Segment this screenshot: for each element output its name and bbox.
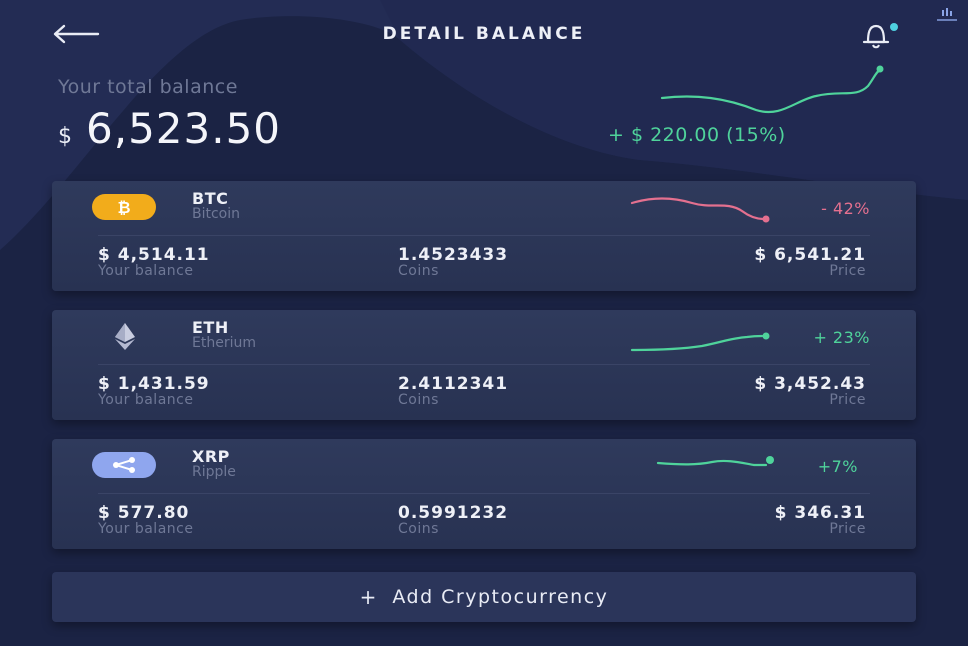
coin-change: + 23%: [813, 328, 870, 347]
coin-amount: 2.4112341: [398, 374, 509, 394]
header: DETAIL BALANCE: [0, 0, 968, 70]
coin-amount-label: Coins: [398, 263, 439, 279]
coin-symbol: XRP: [192, 447, 230, 466]
coin-name: Etherium: [192, 335, 256, 351]
currency-symbol: $: [58, 124, 72, 149]
coin-name: Bitcoin: [192, 206, 241, 222]
svg-text:₿: ₿: [117, 198, 130, 217]
ethereum-icon: [115, 323, 135, 350]
card-divider: [98, 235, 870, 236]
total-balance-sparkline: [660, 65, 884, 114]
total-balance-label: Your total balance: [58, 76, 238, 98]
coin-change: +7%: [817, 457, 858, 476]
coin-price-label: Price: [829, 521, 866, 537]
coin-symbol: BTC: [192, 189, 229, 208]
coin-symbol: ETH: [192, 318, 229, 337]
coin-balance: $ 1,431.59: [98, 374, 210, 394]
card-divider: [98, 364, 870, 365]
coin-price: $ 6,541.21: [754, 245, 866, 265]
add-cryptocurrency-button[interactable]: + Add Cryptocurrency: [52, 572, 916, 622]
coin-name: Ripple: [192, 464, 236, 480]
coin-amount-label: Coins: [398, 521, 439, 537]
coin-balance-label: Your balance: [98, 392, 194, 408]
plus-icon: +: [359, 585, 377, 609]
bell-icon: [862, 23, 898, 49]
coin-balance: $ 577.80: [98, 503, 190, 523]
notifications-button[interactable]: [858, 20, 906, 50]
card-divider: [98, 493, 870, 494]
coin-price: $ 3,452.43: [754, 374, 866, 394]
page-title: DETAIL BALANCE: [382, 24, 586, 44]
back-button[interactable]: [50, 18, 110, 50]
ripple-icon: [92, 452, 156, 478]
eth-sparkline: [630, 332, 770, 352]
coin-card-btc[interactable]: ₿ BTC Bitcoin - 42% $ 4,514.11 Your bala…: [52, 181, 916, 291]
coin-card-xrp[interactable]: XRP Ripple +7% $ 577.80 Your balance 0.5…: [52, 439, 916, 549]
coin-balance-label: Your balance: [98, 263, 194, 279]
total-balance-change: + $ 220.00 (15%): [608, 124, 786, 146]
total-balance-amount: 6,523.50: [86, 104, 282, 153]
coin-price-label: Price: [829, 263, 866, 279]
xrp-sparkline: [656, 459, 768, 467]
coin-change: - 42%: [821, 199, 870, 218]
coin-price: $ 346.31: [774, 503, 866, 523]
btc-sparkline: [630, 197, 770, 223]
coin-amount: 1.4523433: [398, 245, 509, 265]
bitcoin-icon: ₿: [92, 194, 156, 220]
coin-card-eth[interactable]: ETH Etherium + 23% $ 1,431.59 Your balan…: [52, 310, 916, 420]
coin-amount-label: Coins: [398, 392, 439, 408]
xrp-spark-dot: [766, 456, 774, 464]
arrow-left-icon: [53, 24, 100, 44]
add-cryptocurrency-label: Add Cryptocurrency: [392, 586, 609, 608]
coin-balance-label: Your balance: [98, 521, 194, 537]
coin-amount: 0.5991232: [398, 503, 509, 523]
coin-balance: $ 4,514.11: [98, 245, 210, 265]
corner-logo-icon: [937, 8, 957, 21]
coin-price-label: Price: [829, 392, 866, 408]
total-balance: $ 6,523.50: [58, 104, 281, 153]
